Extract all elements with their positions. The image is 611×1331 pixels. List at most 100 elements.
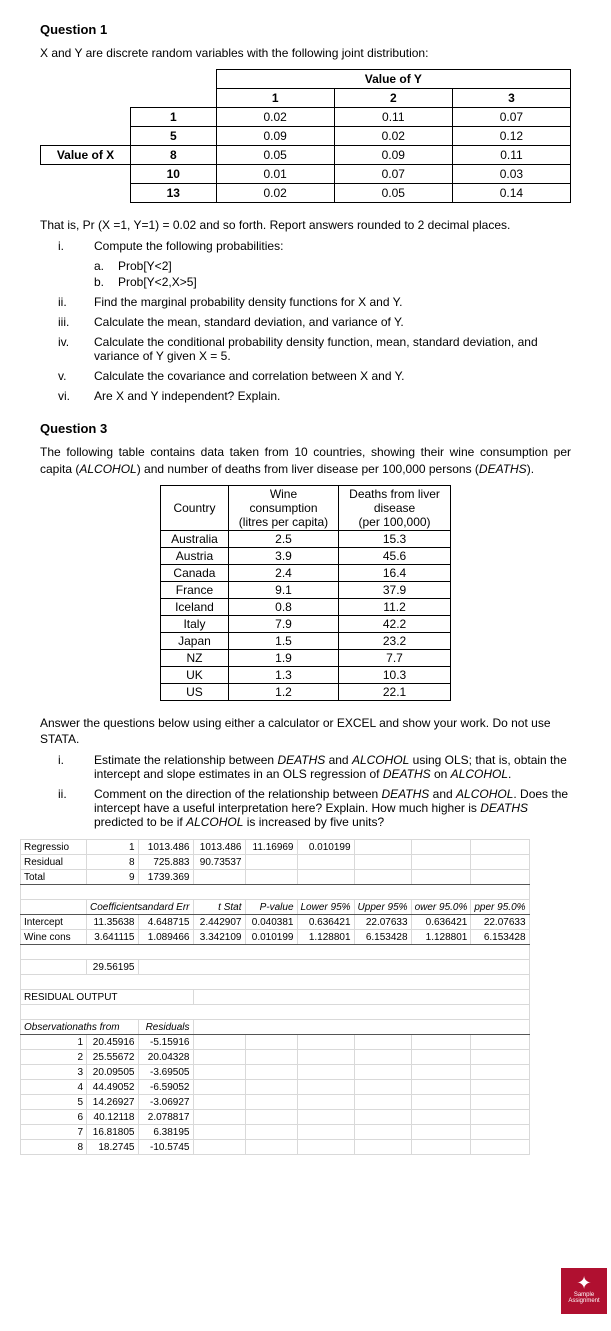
- cell: 1.128801: [411, 930, 471, 945]
- label-vi: vi.: [58, 389, 94, 403]
- cell: 3.641115: [87, 930, 139, 945]
- cell: 0.14: [452, 184, 570, 203]
- q1-part-iv: Calculate the conditional probability de…: [94, 335, 571, 363]
- cell: 7: [21, 1125, 87, 1140]
- cell: 0.040381: [245, 915, 297, 930]
- cell: 1: [87, 840, 139, 855]
- y-val-0: 1: [216, 89, 334, 108]
- label-ii: ii.: [58, 295, 94, 309]
- cell: 2.078817: [138, 1110, 193, 1125]
- cell: 0.8: [228, 598, 338, 615]
- cell: 1.089466: [138, 930, 193, 945]
- cell: 5: [21, 1095, 87, 1110]
- cell: 8: [21, 1140, 87, 1155]
- anova-table: Regressio 1 1013.486 1013.486 11.16969 0…: [20, 839, 530, 1155]
- cell: 2.442907: [193, 915, 245, 930]
- cell: 22.07633: [354, 915, 411, 930]
- cell: 0.01: [216, 165, 334, 184]
- coef-head: Lower 95%: [297, 900, 354, 915]
- col-country: Country: [161, 485, 229, 530]
- cell: 8: [87, 855, 139, 870]
- anova-label: Residual: [21, 855, 87, 870]
- cell: 1.128801: [297, 930, 354, 945]
- cell: 0.11: [334, 108, 452, 127]
- cell: 4.648715: [138, 915, 193, 930]
- cell: 0.02: [216, 108, 334, 127]
- cell: 0.12: [452, 127, 570, 146]
- label-v: v.: [58, 369, 94, 383]
- cell: 40.12118: [87, 1110, 139, 1125]
- label-i: i.: [58, 239, 94, 253]
- cell: France: [161, 581, 229, 598]
- cell: 20.09505: [87, 1065, 139, 1080]
- cell: 23.2: [339, 632, 451, 649]
- cell: 0.02: [216, 184, 334, 203]
- cell: -3.69505: [138, 1065, 193, 1080]
- cell: -3.06927: [138, 1095, 193, 1110]
- q3-part-ii: Comment on the direction of the relation…: [94, 787, 571, 829]
- cell: 725.883: [138, 855, 193, 870]
- x-header: Value of X: [41, 146, 131, 165]
- cell: 2: [21, 1050, 87, 1065]
- anova-label: Total: [21, 870, 87, 885]
- q1-intro: X and Y are discrete random variables wi…: [40, 45, 571, 61]
- cell: 0.05: [216, 146, 334, 165]
- cell: 7.9: [228, 615, 338, 632]
- cell: 1: [21, 1035, 87, 1050]
- cell: 0.07: [452, 108, 570, 127]
- cell: 45.6: [339, 547, 451, 564]
- q1-part-iii: Calculate the mean, standard deviation, …: [94, 315, 404, 329]
- cell: 9: [87, 870, 139, 885]
- coef-head: P-value: [245, 900, 297, 915]
- q3-intro: The following table contains data taken …: [40, 444, 571, 476]
- country-table: Country Wineconsumption(litres per capit…: [160, 485, 451, 701]
- cell: 2.5: [228, 530, 338, 547]
- cell: 6.153428: [354, 930, 411, 945]
- q1-part-v: Calculate the covariance and correlation…: [94, 369, 404, 383]
- q1-title: Question 1: [40, 22, 571, 37]
- cell: 37.9: [339, 581, 451, 598]
- cell: 1739.369: [138, 870, 193, 885]
- badge-text: Sample Assignment: [561, 1292, 607, 1304]
- cell: 11.2: [339, 598, 451, 615]
- cell: 6.38195: [138, 1125, 193, 1140]
- cell: 0.05: [334, 184, 452, 203]
- cell: 0.010199: [245, 930, 297, 945]
- cell: 0.09: [334, 146, 452, 165]
- label-iv: iv.: [58, 335, 94, 363]
- x-val-1: 5: [131, 127, 217, 146]
- cell: 4: [21, 1080, 87, 1095]
- cell: 42.2: [339, 615, 451, 632]
- cell: 0.09: [216, 127, 334, 146]
- cell: 0.010199: [297, 840, 354, 855]
- coef-label: Wine cons: [21, 930, 87, 945]
- cell: 6: [21, 1110, 87, 1125]
- q3-title: Question 3: [40, 421, 571, 436]
- cell: 3.342109: [193, 930, 245, 945]
- cell: 25.55672: [87, 1050, 139, 1065]
- residual-output-label: RESIDUAL OUTPUT: [21, 990, 194, 1005]
- cell: 1.9: [228, 649, 338, 666]
- cell: NZ: [161, 649, 229, 666]
- cell: US: [161, 683, 229, 700]
- label-ii: ii.: [58, 787, 94, 829]
- x-val-0: 1: [131, 108, 217, 127]
- misc-val: 29.56195: [87, 960, 139, 975]
- cell: 20.45916: [87, 1035, 139, 1050]
- cell: 7.7: [339, 649, 451, 666]
- cell: Austria: [161, 547, 229, 564]
- person-icon: ✦: [561, 1274, 607, 1292]
- cell: 1013.486: [193, 840, 245, 855]
- cell: 16.4: [339, 564, 451, 581]
- cell: 44.49052: [87, 1080, 139, 1095]
- q1-i-a: Prob[Y<2]: [118, 259, 172, 273]
- cell: Japan: [161, 632, 229, 649]
- x-val-4: 13: [131, 184, 217, 203]
- cell: 15.3: [339, 530, 451, 547]
- coef-head: Upper 95%: [354, 900, 411, 915]
- cell: 11.16969: [245, 840, 297, 855]
- cell: 3.9: [228, 547, 338, 564]
- cell: 0.03: [452, 165, 570, 184]
- coef-label: Intercept: [21, 915, 87, 930]
- anova-label: Regressio: [21, 840, 87, 855]
